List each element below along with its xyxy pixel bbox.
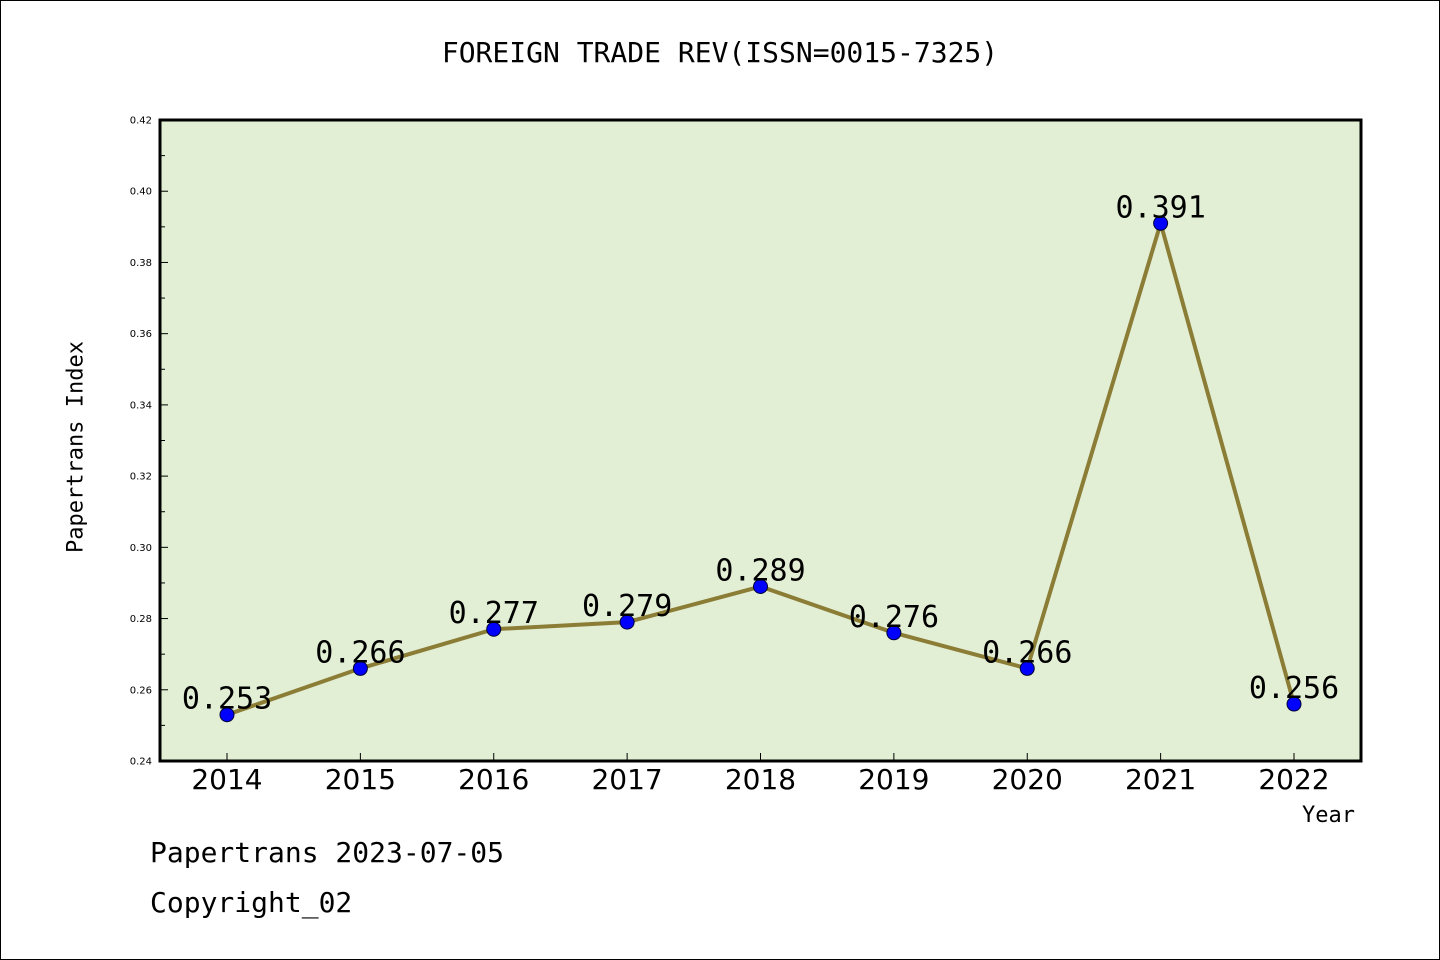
x-tick-label: 2021 bbox=[1125, 763, 1196, 796]
x-tick-label: 2022 bbox=[1258, 763, 1329, 796]
data-point bbox=[352, 660, 368, 676]
data-label: 0.277 bbox=[449, 596, 539, 631]
y-tick-label: 0.24 bbox=[130, 757, 152, 768]
data-point bbox=[219, 707, 235, 723]
x-tick-label: 2016 bbox=[458, 763, 529, 796]
y-tick-label: 0.26 bbox=[130, 685, 152, 696]
data-point bbox=[753, 579, 768, 595]
y-tick-label: 0.42 bbox=[130, 116, 152, 127]
y-tick-label: 0.28 bbox=[130, 614, 152, 625]
data-label: 0.253 bbox=[182, 682, 272, 717]
y-tick-label: 0.32 bbox=[130, 472, 152, 483]
y-tick-label: 0.40 bbox=[130, 187, 152, 198]
data-point bbox=[1019, 660, 1035, 676]
data-label: 0.391 bbox=[1115, 190, 1205, 225]
data-labels: 0.253 0.266 0.277 0.279 0.289 0.276 0.266 0.391… bbox=[182, 190, 1339, 716]
data-label: 0.266 bbox=[315, 635, 405, 670]
y-tick-label: 0.38 bbox=[130, 258, 152, 269]
data-point bbox=[1153, 215, 1169, 231]
x-tick-label: 2017 bbox=[591, 763, 662, 796]
y-axis: 0.24 0.26 0.28 0.30 0.32 0.34 0.36 0.38 0.40 0.42 bbox=[130, 116, 168, 768]
y-axis-label: Papertrans Index bbox=[63, 341, 89, 553]
y-tick-label: 0.36 bbox=[130, 329, 152, 340]
footer-copyright: Copyright_02 bbox=[150, 886, 353, 919]
y-tick-label: 0.30 bbox=[130, 543, 152, 554]
chart-title: FOREIGN TRADE REV(ISSN=0015-7325) bbox=[441, 36, 999, 69]
x-tick-label: 2015 bbox=[325, 763, 396, 796]
data-label: 0.289 bbox=[715, 554, 805, 589]
x-tick-label: 2020 bbox=[992, 763, 1063, 796]
y-tick-label: 0.34 bbox=[130, 400, 152, 411]
data-point bbox=[886, 625, 902, 641]
x-tick-label: 2014 bbox=[191, 763, 262, 796]
data-points bbox=[219, 215, 1302, 723]
x-tick-label: 2019 bbox=[858, 763, 929, 796]
footer-date: Papertrans 2023-07-05 bbox=[150, 836, 505, 869]
data-point bbox=[486, 621, 502, 637]
x-tick-label: 2018 bbox=[725, 763, 796, 796]
data-label: 0.276 bbox=[849, 600, 939, 635]
data-label: 0.256 bbox=[1249, 671, 1339, 706]
x-axis-label: Year bbox=[1302, 803, 1355, 828]
data-point bbox=[1286, 696, 1302, 712]
data-label: 0.279 bbox=[582, 589, 672, 624]
x-axis: 2014 2015 2016 2017 2018 2019 2020 2021 2022 bbox=[191, 753, 1330, 796]
data-label: 0.266 bbox=[982, 635, 1072, 670]
data-point bbox=[619, 614, 635, 630]
